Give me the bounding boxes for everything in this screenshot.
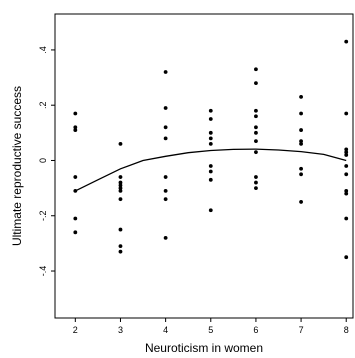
data-point <box>118 175 123 179</box>
data-point <box>163 188 168 193</box>
data-point <box>344 111 349 116</box>
data-point <box>208 208 213 213</box>
x-axis-title: Neuroticism in women <box>145 341 263 355</box>
data-point <box>299 111 303 116</box>
data-point <box>73 111 78 116</box>
y-axis-title: Ultimate reproductive success <box>10 86 24 246</box>
data-point <box>344 188 349 193</box>
data-point <box>208 177 213 182</box>
data-point <box>73 128 78 132</box>
x-tick-label: 5 <box>208 325 213 335</box>
fit-curve-group <box>75 148 347 192</box>
data-point <box>254 150 258 155</box>
data-point <box>73 175 78 179</box>
data-point <box>299 139 303 144</box>
x-axis: 2 3 4 5 6 7 8 <box>73 318 349 335</box>
data-point <box>118 197 123 202</box>
data-point <box>73 188 78 193</box>
data-point <box>299 172 303 177</box>
plot-frame <box>54 13 354 319</box>
x-tick-label: 2 <box>73 325 78 335</box>
data-point <box>254 180 258 185</box>
y-tick-label: -.4 <box>38 266 48 277</box>
data-point <box>73 125 78 130</box>
data-point <box>344 150 349 155</box>
data-point <box>254 175 258 179</box>
y-tick-label: .4 <box>38 46 48 54</box>
data-point <box>254 186 258 191</box>
data-point <box>254 139 258 144</box>
data-point <box>163 175 168 179</box>
data-point <box>163 235 168 240</box>
data-point <box>118 244 123 249</box>
x-tick-label: 7 <box>299 325 304 335</box>
data-point <box>344 147 349 152</box>
data-point <box>118 227 123 232</box>
data-point <box>254 125 258 130</box>
data-point <box>163 70 168 74</box>
data-point <box>208 130 213 135</box>
data-point <box>73 230 78 235</box>
data-point <box>208 136 213 141</box>
data-point <box>163 197 168 202</box>
data-point <box>163 106 168 110</box>
fit-curve-line <box>75 148 347 192</box>
data-point <box>208 108 213 113</box>
data-point <box>73 216 78 221</box>
data-point <box>344 191 349 196</box>
x-tick-label: 8 <box>344 325 349 335</box>
data-point <box>299 141 303 146</box>
data-point <box>344 153 349 157</box>
data-point <box>118 186 123 191</box>
y-tick-label: 0 <box>38 158 48 163</box>
data-point <box>118 180 123 185</box>
y-tick-label: .2 <box>38 101 48 109</box>
data-point <box>163 136 168 141</box>
data-point <box>299 128 303 132</box>
data-point <box>254 67 258 72</box>
x-tick-label: 3 <box>118 325 123 335</box>
data-point <box>344 255 349 260</box>
data-point <box>254 108 258 113</box>
data-point <box>208 164 213 168</box>
data-point <box>344 216 349 221</box>
y-axis: -.4 -.2 0 .2 .4 <box>38 46 55 276</box>
data-point <box>118 249 123 254</box>
data-point <box>299 200 303 204</box>
data-point <box>299 166 303 171</box>
x-tick-label: 6 <box>253 325 258 335</box>
data-point <box>254 114 258 119</box>
data-point <box>344 172 349 177</box>
data-point <box>208 117 213 121</box>
x-tick-label: 4 <box>163 325 168 335</box>
data-point <box>254 81 258 85</box>
data-point <box>344 39 349 44</box>
data-point <box>118 188 123 193</box>
data-point <box>208 169 213 174</box>
data-point <box>208 141 213 146</box>
data-point <box>118 141 123 146</box>
data-point <box>344 164 349 168</box>
data-points-group <box>73 39 349 260</box>
data-point <box>299 95 303 99</box>
data-point <box>118 183 123 188</box>
data-point <box>163 125 168 130</box>
y-tick-label: -.2 <box>38 210 48 221</box>
data-point <box>254 130 258 135</box>
